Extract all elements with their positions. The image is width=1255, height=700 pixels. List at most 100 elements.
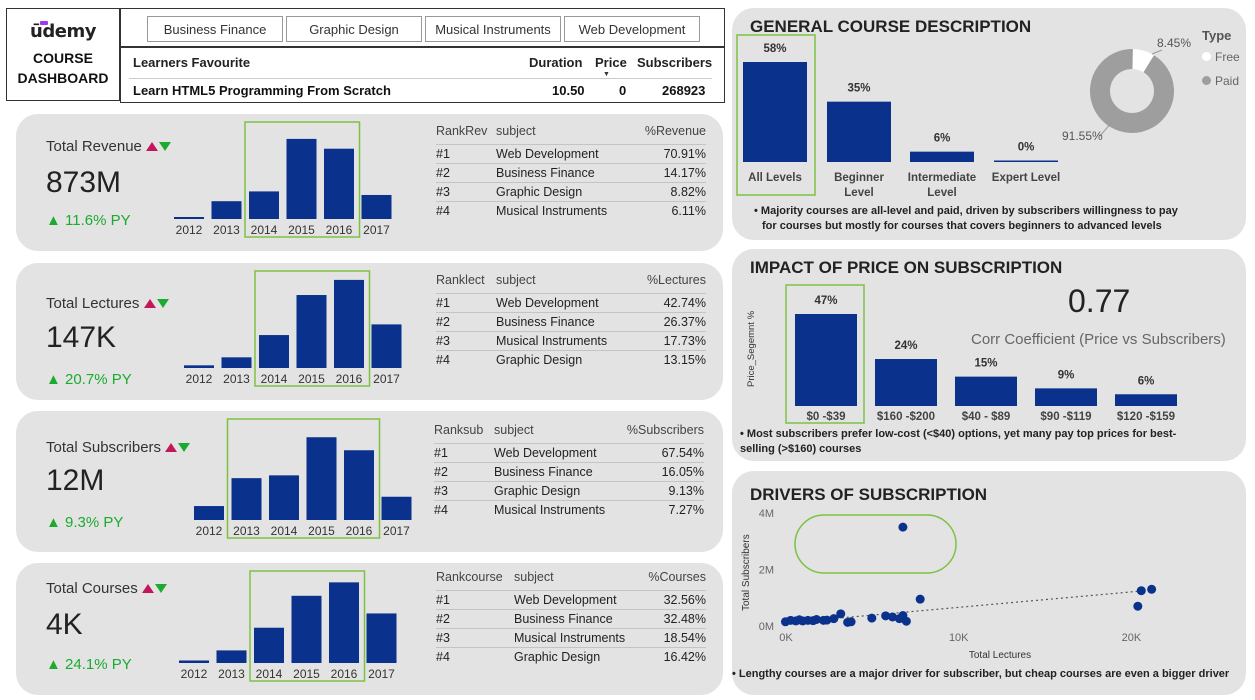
subject-col-header[interactable]: subject	[496, 124, 536, 138]
year-bar[interactable]	[194, 506, 224, 520]
level-bar[interactable]	[994, 160, 1058, 163]
rank-cell: #4	[436, 204, 450, 218]
table-row[interactable]: #4 Graphic Design 16.42%	[436, 648, 706, 666]
year-bar[interactable]	[174, 217, 204, 219]
scatter-point[interactable]	[915, 594, 925, 604]
year-bar-chart: 2012 2013 2014 2015 2016 2017	[179, 570, 397, 682]
scatter-point[interactable]	[867, 613, 877, 623]
table-row[interactable]: #1 Web Development 67.54%	[434, 444, 704, 462]
kpi-value: 873M	[46, 166, 122, 199]
price-bar[interactable]	[795, 314, 857, 406]
level-bar[interactable]	[743, 62, 807, 162]
year-bar[interactable]	[306, 437, 337, 520]
tab-graphic-design[interactable]: Graphic Design	[286, 16, 422, 42]
level-bar[interactable]	[827, 101, 891, 162]
scatter-point[interactable]	[881, 611, 891, 621]
year-bar[interactable]	[371, 324, 402, 368]
fav-header-duration[interactable]: Duration	[529, 55, 583, 70]
rank-col-header[interactable]: Ranksub	[434, 423, 484, 437]
scatter-point[interactable]	[901, 616, 911, 626]
year-bar[interactable]	[259, 335, 289, 368]
table-row[interactable]: #1 Web Development 42.74%	[436, 294, 706, 312]
year-bar[interactable]	[254, 627, 284, 663]
rank-col-header[interactable]: RankRev	[436, 124, 488, 138]
year-bar[interactable]	[184, 365, 214, 368]
year-bar[interactable]	[269, 475, 299, 520]
scatter-point[interactable]	[1147, 584, 1157, 594]
table-row[interactable]: #3 Graphic Design 8.82%	[436, 183, 706, 201]
tab-musical-instruments[interactable]: Musical Instruments	[425, 16, 561, 42]
legend-item-paid[interactable]: Paid	[1202, 74, 1239, 88]
kpi-value: 4K	[46, 608, 83, 641]
year-bar[interactable]	[231, 478, 262, 520]
tab-business-finance[interactable]: Business Finance	[147, 16, 283, 42]
rank-col-header[interactable]: Rankcourse	[436, 570, 503, 584]
year-tick-label: 2012	[181, 667, 208, 681]
year-bar[interactable]	[249, 191, 279, 219]
percent-col-header[interactable]: %Lectures	[646, 273, 706, 287]
rank-col-header[interactable]: Ranklect	[436, 273, 485, 287]
scatter-point[interactable]	[1133, 601, 1143, 611]
scatter-point[interactable]	[822, 615, 832, 625]
subject-col-header[interactable]: subject	[514, 570, 554, 584]
year-bar[interactable]	[216, 650, 247, 663]
percent-col-header[interactable]: %Subscribers	[626, 423, 704, 437]
year-bar[interactable]	[179, 660, 209, 663]
level-bar[interactable]	[910, 151, 974, 162]
table-row[interactable]: #4 Graphic Design 13.15%	[436, 351, 706, 369]
kpi-panel: Total Subscribers 12M ▲ 9.3% PY 2012 2013 20…	[16, 411, 723, 552]
year-bar[interactable]	[296, 295, 327, 368]
table-row[interactable]: #2 Business Finance 32.48%	[436, 610, 706, 628]
subject-col-header[interactable]: subject	[494, 423, 534, 437]
scatter-point[interactable]	[829, 614, 839, 624]
table-row[interactable]: #4 Musical Instruments 6.11%	[436, 202, 706, 220]
donut-slice-free[interactable]	[1131, 49, 1154, 73]
percent-col-header[interactable]: %Courses	[648, 570, 706, 584]
tab-web-development[interactable]: Web Development	[564, 16, 700, 42]
price-bar[interactable]	[875, 359, 937, 406]
year-bar[interactable]	[211, 201, 242, 219]
year-bar[interactable]	[291, 595, 322, 663]
table-row[interactable]: #3 Musical Instruments 17.73%	[436, 332, 706, 350]
price-bar[interactable]	[1035, 388, 1097, 406]
table-row[interactable]: #3 Musical Instruments 18.54%	[436, 629, 706, 647]
scatter-point[interactable]	[1136, 586, 1146, 596]
year-bar[interactable]	[221, 357, 252, 368]
category-slicer: Business Finance Graphic Design Musical …	[120, 8, 725, 47]
year-bar[interactable]	[366, 613, 397, 663]
rank-cell: #2	[434, 465, 448, 479]
table-row[interactable]: #1 Web Development 70.91%	[436, 145, 706, 163]
year-bar[interactable]	[329, 582, 359, 663]
kpi-value: 147K	[46, 321, 117, 354]
table-row[interactable]: #1 Web Development 32.56%	[436, 591, 706, 609]
year-bar[interactable]	[324, 148, 354, 219]
table-row[interactable]: #2 Business Finance 16.05%	[434, 463, 704, 481]
highlight-box	[736, 34, 816, 196]
subject-col-header[interactable]: subject	[496, 273, 536, 287]
table-row[interactable]: #2 Business Finance 26.37%	[436, 313, 706, 331]
table-row[interactable]: #4 Musical Instruments 7.27%	[434, 501, 704, 519]
price-bar[interactable]	[955, 376, 1017, 406]
year-bar[interactable]	[381, 496, 412, 520]
legend-item-free[interactable]: Free	[1202, 50, 1240, 64]
fav-header-price[interactable]: Price	[595, 55, 627, 70]
donut-slice-paid[interactable]	[1090, 49, 1174, 133]
table-row[interactable]: #2 Business Finance 14.17%	[436, 164, 706, 182]
year-tick-label: 2015	[293, 667, 320, 681]
rank-cell: #4	[436, 353, 450, 367]
scatter-point[interactable]	[898, 522, 908, 532]
price-bar[interactable]	[1115, 394, 1177, 406]
scatter-point[interactable]	[812, 615, 822, 625]
year-bar[interactable]	[361, 194, 392, 219]
scatter-point[interactable]	[846, 617, 856, 627]
scatter-point[interactable]	[836, 609, 846, 619]
fav-header-subscribers[interactable]: Subscribers	[637, 55, 713, 70]
year-bar[interactable]	[344, 450, 374, 520]
year-bar[interactable]	[334, 279, 364, 368]
table-row[interactable]: #3 Graphic Design 9.13%	[434, 482, 704, 500]
year-bar[interactable]	[286, 138, 317, 219]
percent-col-header[interactable]: %Revenue	[644, 124, 706, 138]
impact-title: IMPACT OF PRICE ON SUBSCRIPTION	[750, 258, 1063, 277]
price-bar-chart: 47% $0 -$39 24% $160 -$200 15% $40 - $89 9% $90…	[746, 284, 1177, 424]
scatter-point[interactable]	[888, 612, 898, 622]
